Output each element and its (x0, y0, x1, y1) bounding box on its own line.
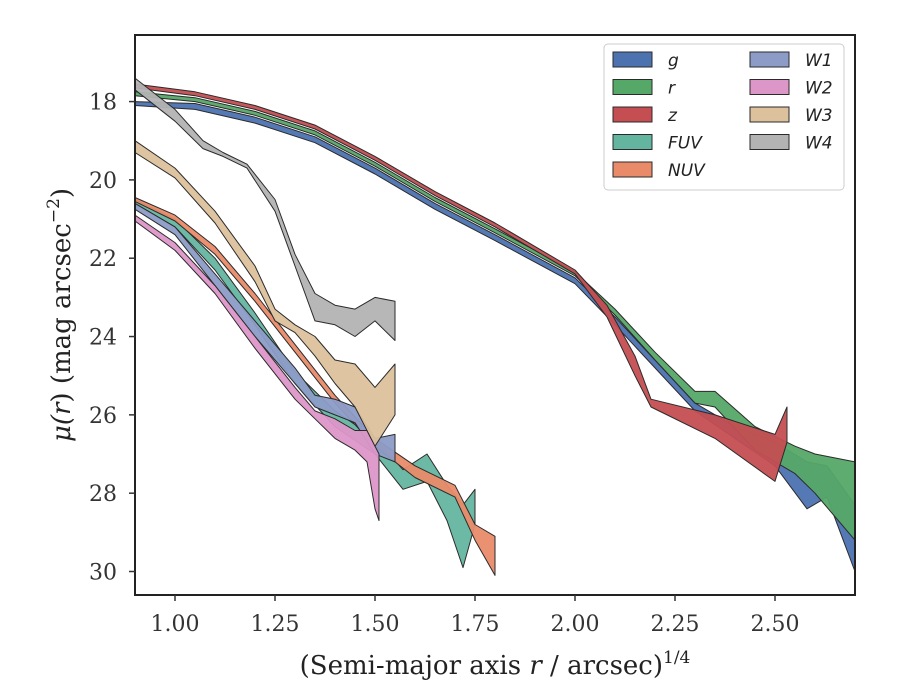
x-axis-label-sup: 1/4 (663, 648, 690, 668)
x-axis-label-text: (Semi-major axis (300, 651, 530, 681)
y-tick-label: 20 (89, 169, 117, 194)
legend-swatch-r (612, 79, 653, 95)
plot-frame (134, 34, 856, 596)
y-axis-ticks: 18 20 22 24 26 28 30 (89, 91, 135, 586)
x-tick-label: 2.25 (651, 612, 700, 637)
y-tick-label: 18 (89, 91, 117, 116)
band-w3 (134, 140, 396, 447)
x-axis-label: (Semi-major axis r / arcsec)1/4 (300, 648, 691, 681)
x-tick-label: 2.50 (751, 612, 800, 637)
x-tick-label: 1.00 (151, 612, 200, 637)
y-axis-label-tail: ) (mag arcsec (47, 223, 77, 402)
band-w2 (134, 214, 380, 522)
legend-label-nuv: NUV (668, 161, 706, 181)
x-tick-label: 2.00 (551, 612, 600, 637)
y-tick-label: 24 (89, 326, 117, 351)
legend-label-r: r (668, 79, 676, 99)
y-tick-label: 30 (89, 561, 117, 586)
x-axis-label-var: r (529, 651, 543, 681)
band-z (134, 83, 788, 482)
y-axis-label-var: r (47, 401, 77, 415)
legend-label-w4: W4 (805, 134, 833, 154)
y-axis-label-mu: μ( (47, 414, 77, 442)
profile-bands (134, 77, 856, 576)
legend-swatch-w2 (749, 79, 790, 95)
legend-swatch-w4 (749, 134, 790, 150)
legend: grz FUV NUV W1 W2 W3 W4 (603, 43, 845, 191)
band-nuv (134, 197, 496, 576)
y-tick-label: 22 (89, 247, 117, 272)
legend-swatch-nuv (612, 161, 653, 178)
band-w4 (134, 77, 396, 341)
legend-swatch-fuv (612, 134, 653, 150)
y-tick-label: 28 (89, 482, 117, 507)
y-axis-label-close: ) (47, 188, 77, 198)
legend-label-g: g (668, 51, 679, 71)
x-tick-label: 1.75 (451, 612, 500, 637)
legend-label-fuv: FUV (668, 134, 703, 154)
y-tick-label: 26 (89, 404, 117, 429)
x-tick-label: 1.50 (351, 612, 400, 637)
legend-swatch-g (612, 51, 653, 68)
legend-label-w2: W2 (805, 79, 833, 99)
y-axis-label: μ(r) (mag arcsec−2) (44, 188, 77, 442)
legend-label-z: z (667, 106, 678, 126)
legend-label-w1: W1 (805, 51, 833, 71)
legend-items: grz FUV NUV W1 W2 W3 W4 (612, 51, 833, 181)
legend-swatch-w1 (749, 51, 790, 68)
y-axis-label-sup: −2 (44, 198, 64, 223)
x-axis-ticks: 1.00 1.25 1.50 1.75 2.00 2.25 2.50 (151, 595, 800, 637)
legend-label-w3: W3 (805, 106, 833, 126)
legend-swatch-z (612, 106, 653, 123)
x-tick-label: 1.25 (251, 612, 300, 637)
x-axis-label-tail: / arcsec) (542, 651, 663, 681)
legend-swatch-w3 (749, 106, 790, 123)
